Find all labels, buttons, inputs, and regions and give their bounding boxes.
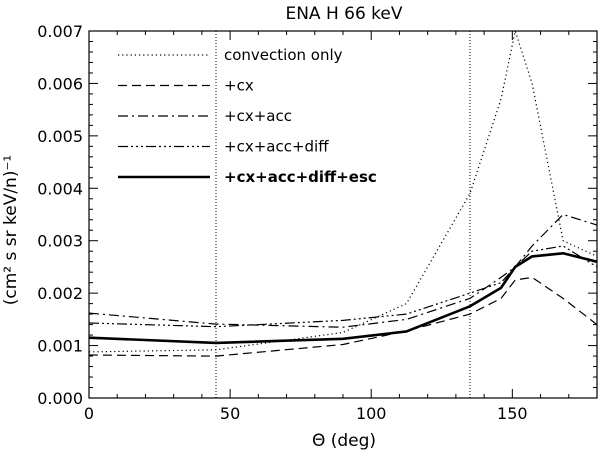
chart-title: ENA H 66 keV — [285, 4, 402, 24]
y-tick-label-5: 0.005 — [37, 127, 83, 146]
legend-label-1: +cx — [224, 77, 254, 95]
y-tick-label-7: 0.007 — [37, 22, 83, 41]
series-line-2 — [89, 213, 597, 328]
series-line-1 — [89, 276, 597, 357]
x-tick-label-0: 0 — [84, 404, 94, 423]
reference-lines — [215, 31, 471, 398]
y-tick-label-2: 0.002 — [37, 284, 83, 303]
legend-label-3: +cx+acc+diff — [224, 138, 329, 156]
series-line-0 — [89, 31, 597, 353]
legend-label-4: +cx+acc+diff+esc — [224, 168, 377, 186]
x-tick-label-1: 50 — [220, 404, 240, 423]
y-tick-label-3: 0.003 — [37, 232, 83, 251]
y-axis-label: (cm² s sr keV/n)⁻¹ — [1, 155, 21, 306]
legend: convection only +cx +cx+acc +cx+acc+diff +cx… — [118, 46, 377, 186]
series-line-4 — [89, 252, 597, 345]
series-line-3 — [89, 245, 597, 328]
y-tick-label-6: 0.006 — [37, 74, 83, 93]
x-tick-label-2: 100 — [356, 404, 387, 423]
legend-label-0: convection only — [224, 46, 343, 64]
x-tick-label-3: 150 — [497, 404, 528, 423]
y-tick-label-0: 0.000 — [37, 389, 83, 408]
y-tick-label-4: 0.004 — [37, 179, 83, 198]
legend-label-2: +cx+acc — [224, 107, 292, 125]
x-axis: 0 50 100 150 — [84, 31, 598, 423]
series-layer — [89, 31, 597, 357]
y-axis: 0.000 0.001 0.002 0.003 0.004 0.005 0.006 0.007 — [37, 22, 597, 408]
x-axis-label: Θ (deg) — [312, 431, 376, 451]
y-tick-label-1: 0.001 — [37, 337, 83, 356]
